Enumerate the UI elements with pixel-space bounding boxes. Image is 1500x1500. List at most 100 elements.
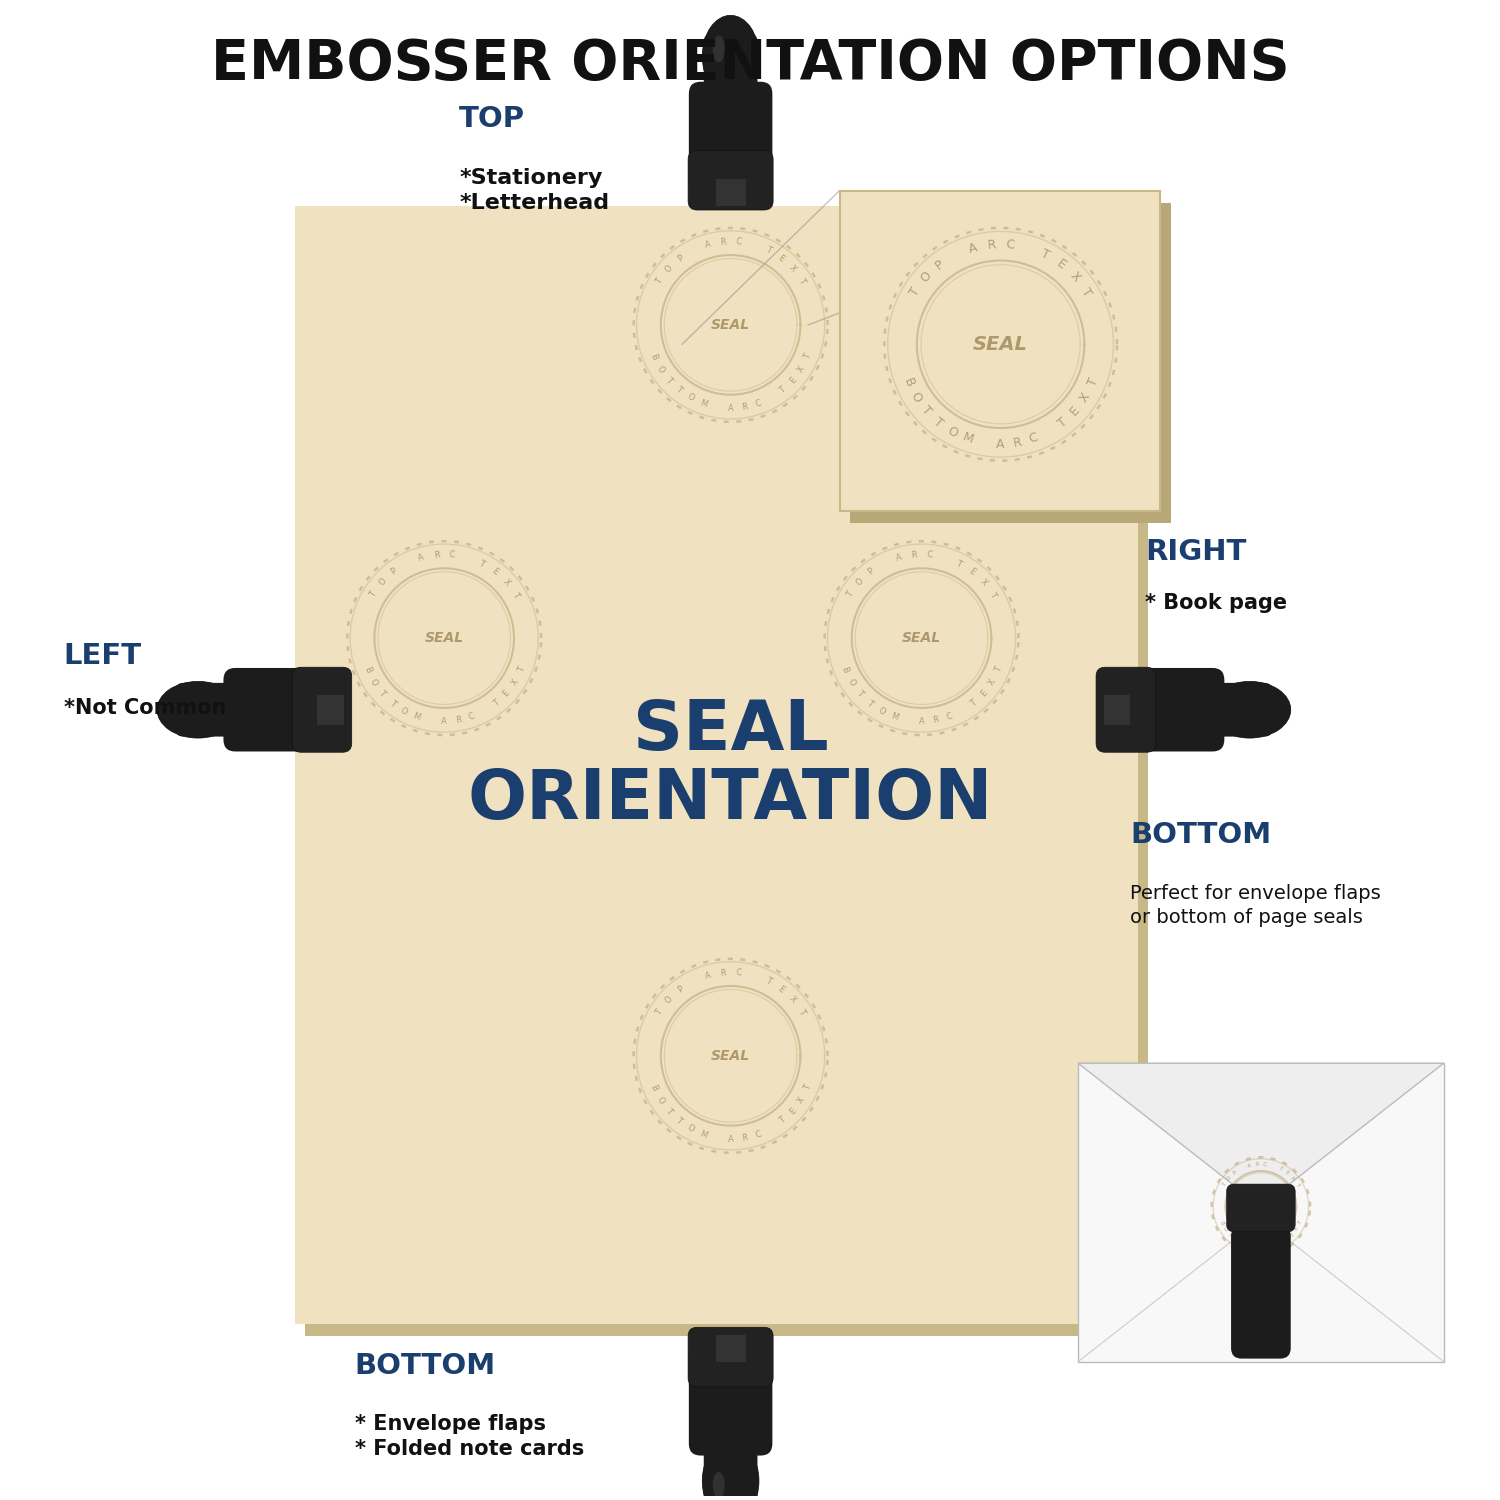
Text: E: E — [1284, 1170, 1290, 1176]
Text: P: P — [675, 254, 686, 264]
Text: T: T — [1040, 248, 1052, 262]
Text: M: M — [698, 1130, 708, 1140]
Text: E: E — [490, 567, 500, 578]
Text: T: T — [987, 590, 998, 598]
Text: T: T — [1222, 1182, 1228, 1186]
FancyBboxPatch shape — [704, 34, 758, 116]
FancyBboxPatch shape — [292, 668, 351, 752]
Text: T: T — [918, 404, 933, 418]
Text: A: A — [894, 554, 903, 562]
Text: O: O — [1222, 1226, 1228, 1232]
Ellipse shape — [712, 1472, 724, 1498]
Text: X: X — [796, 364, 807, 374]
Text: C: C — [1005, 238, 1016, 252]
Text: B: B — [900, 376, 916, 388]
Text: T: T — [993, 666, 1004, 674]
FancyBboxPatch shape — [688, 150, 772, 210]
Text: T: T — [368, 590, 378, 598]
Text: T: T — [1227, 1232, 1233, 1238]
Text: T: T — [969, 698, 978, 708]
Text: X: X — [788, 264, 798, 274]
Text: LEFT: LEFT — [64, 642, 142, 670]
Text: T: T — [954, 558, 963, 568]
Text: T: T — [654, 1008, 664, 1017]
Text: C: C — [1028, 430, 1039, 447]
Text: R: R — [720, 968, 726, 978]
Text: T: T — [674, 386, 684, 394]
Text: T: T — [1278, 1166, 1282, 1172]
Text: SEAL: SEAL — [974, 334, 1028, 354]
Text: T: T — [778, 386, 788, 394]
FancyBboxPatch shape — [704, 1422, 758, 1500]
Text: X: X — [1288, 1174, 1296, 1180]
Text: O: O — [1238, 1240, 1244, 1246]
Text: T: T — [778, 1116, 788, 1126]
Text: M: M — [890, 711, 898, 723]
Text: C: C — [1263, 1161, 1268, 1167]
FancyBboxPatch shape — [1227, 1184, 1294, 1231]
Ellipse shape — [158, 681, 238, 738]
Text: R: R — [741, 1132, 748, 1143]
Text: E: E — [1068, 404, 1083, 418]
Text: O: O — [686, 393, 696, 404]
Bar — [1104, 694, 1131, 724]
Polygon shape — [1078, 1064, 1443, 1206]
Text: * Book page: * Book page — [1146, 594, 1287, 613]
Text: T: T — [846, 590, 855, 598]
Text: O: O — [945, 424, 960, 439]
FancyBboxPatch shape — [1190, 682, 1272, 736]
Text: E: E — [1290, 1232, 1296, 1238]
Text: E: E — [776, 254, 786, 264]
Text: E: E — [788, 375, 798, 386]
Text: T: T — [764, 976, 772, 987]
FancyBboxPatch shape — [688, 1342, 772, 1455]
Bar — [716, 178, 746, 206]
Text: SEAL: SEAL — [902, 632, 940, 645]
Text: X: X — [1066, 270, 1083, 285]
Text: O: O — [846, 678, 856, 687]
Text: O: O — [1226, 1174, 1233, 1182]
Text: C: C — [468, 711, 476, 722]
Text: A: A — [704, 970, 711, 981]
Text: P: P — [388, 567, 399, 578]
Text: T: T — [510, 590, 520, 598]
Text: O: O — [853, 576, 865, 588]
Text: P: P — [1233, 1170, 1238, 1176]
Text: R: R — [720, 237, 726, 246]
Text: X: X — [1077, 390, 1094, 405]
Text: O: O — [654, 364, 666, 375]
Text: R: R — [1256, 1161, 1258, 1167]
Text: SEAL: SEAL — [1246, 1202, 1275, 1212]
Text: C: C — [945, 711, 954, 722]
Text: R: R — [433, 550, 439, 560]
Text: B: B — [648, 352, 658, 362]
Text: B: B — [648, 1083, 658, 1092]
Text: T: T — [654, 278, 664, 286]
Text: R: R — [1266, 1245, 1270, 1251]
FancyBboxPatch shape — [1232, 1226, 1290, 1359]
Text: R: R — [987, 238, 996, 252]
Text: A: A — [441, 717, 447, 726]
FancyBboxPatch shape — [1112, 668, 1224, 752]
Text: A: A — [417, 554, 426, 562]
Text: X: X — [796, 1095, 807, 1106]
Text: X: X — [501, 578, 512, 588]
Text: O: O — [686, 1124, 696, 1134]
Text: *Stationery
*Letterhead: *Stationery *Letterhead — [459, 168, 609, 213]
Text: BOTTOM: BOTTOM — [1131, 821, 1272, 849]
FancyBboxPatch shape — [224, 668, 338, 752]
Text: P: P — [675, 984, 686, 994]
Text: X: X — [987, 678, 998, 687]
Bar — [716, 1335, 746, 1362]
Text: C: C — [754, 1130, 762, 1140]
Text: T: T — [674, 1116, 684, 1126]
Text: B: B — [839, 666, 850, 675]
Text: R: R — [910, 550, 916, 560]
Text: SEAL: SEAL — [424, 632, 464, 645]
Text: C: C — [735, 968, 741, 978]
Text: *Not Common: *Not Common — [64, 698, 226, 718]
Text: T: T — [477, 558, 486, 568]
Text: E: E — [501, 688, 512, 699]
Text: T: T — [932, 416, 945, 430]
Text: T: T — [802, 1083, 813, 1092]
